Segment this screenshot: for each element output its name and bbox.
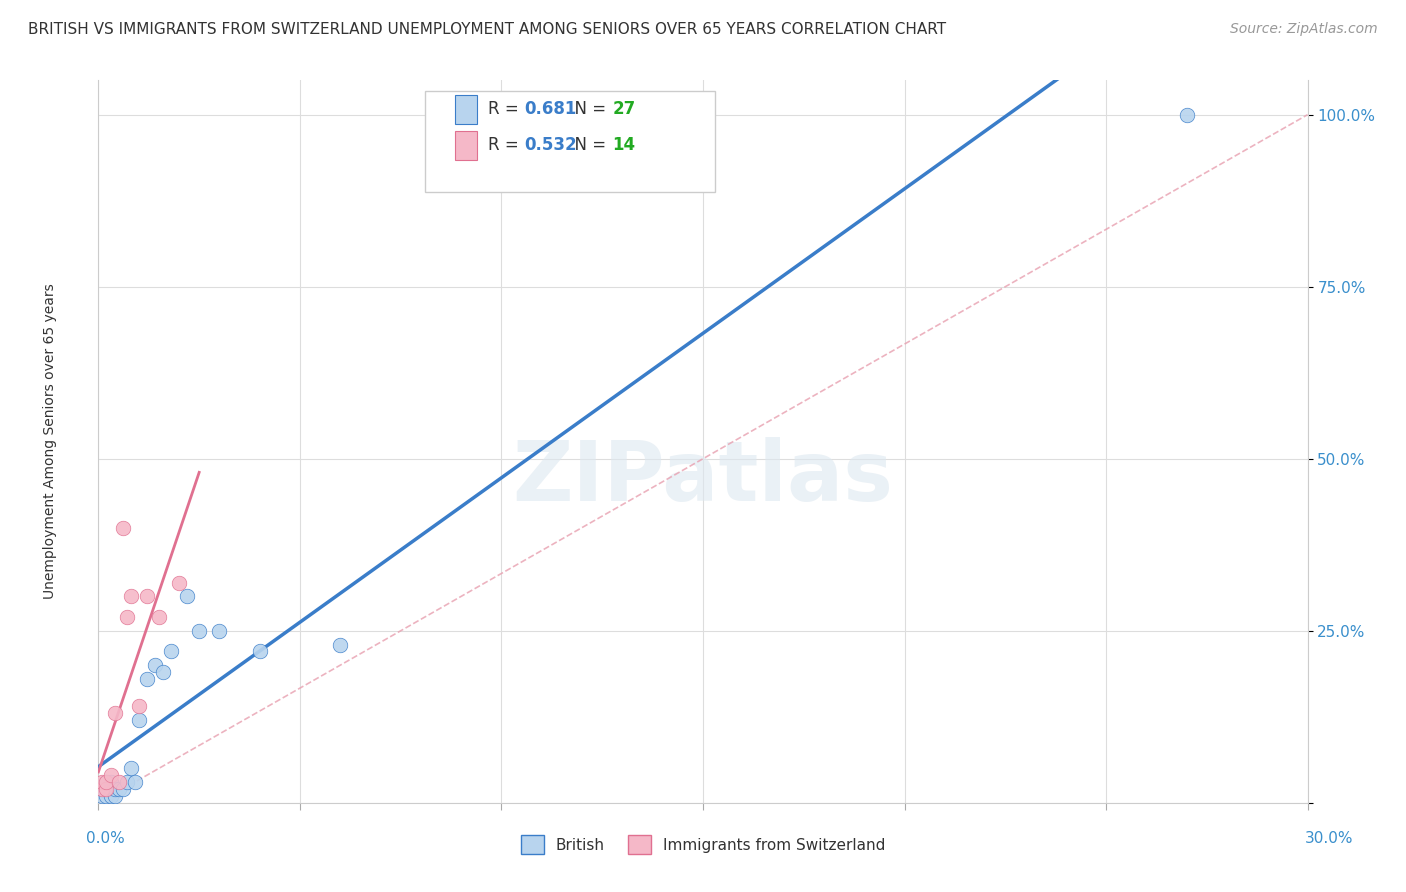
Text: Source: ZipAtlas.com: Source: ZipAtlas.com — [1230, 22, 1378, 37]
Point — [96, 782, 118, 797]
Text: 27: 27 — [613, 100, 636, 118]
Text: Unemployment Among Seniors over 65 years: Unemployment Among Seniors over 65 years — [44, 284, 58, 599]
Point — [91, 789, 114, 803]
Point — [143, 658, 166, 673]
Text: 14: 14 — [613, 136, 636, 154]
Point — [128, 713, 150, 727]
Point — [692, 121, 714, 136]
Point — [176, 590, 198, 604]
Point — [152, 665, 174, 679]
Point — [249, 644, 271, 658]
Point — [1175, 108, 1198, 122]
Point — [148, 610, 170, 624]
Text: ZIPatlas: ZIPatlas — [513, 437, 893, 518]
Legend: British, Immigrants from Switzerland: British, Immigrants from Switzerland — [515, 830, 891, 860]
Point — [115, 775, 138, 789]
FancyBboxPatch shape — [425, 91, 716, 193]
Point — [135, 590, 157, 604]
Point — [208, 624, 231, 638]
Point — [96, 782, 118, 797]
Point — [160, 644, 183, 658]
Point — [120, 761, 142, 775]
Point — [103, 782, 125, 797]
Point — [103, 706, 125, 721]
Point — [107, 782, 129, 797]
Point — [96, 789, 118, 803]
Point — [100, 782, 122, 797]
Point — [100, 789, 122, 803]
Text: 0.0%: 0.0% — [86, 831, 125, 846]
Text: R =: R = — [488, 100, 524, 118]
Point — [124, 775, 146, 789]
Point — [115, 610, 138, 624]
Point — [96, 775, 118, 789]
Point — [103, 789, 125, 803]
FancyBboxPatch shape — [456, 131, 477, 160]
Point — [111, 782, 134, 797]
Text: 0.681: 0.681 — [524, 100, 576, 118]
Text: N =: N = — [564, 100, 612, 118]
Point — [128, 699, 150, 714]
Point — [329, 638, 352, 652]
Point — [91, 782, 114, 797]
Point — [96, 775, 118, 789]
Text: 0.532: 0.532 — [524, 136, 576, 154]
Point — [120, 590, 142, 604]
Text: R =: R = — [488, 136, 524, 154]
Point — [100, 775, 122, 789]
Point — [91, 782, 114, 797]
FancyBboxPatch shape — [456, 95, 477, 124]
Point — [167, 575, 190, 590]
Point — [135, 672, 157, 686]
Point — [100, 768, 122, 782]
Text: N =: N = — [564, 136, 612, 154]
Text: 30.0%: 30.0% — [1305, 831, 1353, 846]
Text: BRITISH VS IMMIGRANTS FROM SWITZERLAND UNEMPLOYMENT AMONG SENIORS OVER 65 YEARS : BRITISH VS IMMIGRANTS FROM SWITZERLAND U… — [28, 22, 946, 37]
Point — [107, 775, 129, 789]
Point — [111, 520, 134, 534]
Point — [188, 624, 211, 638]
Point — [91, 775, 114, 789]
